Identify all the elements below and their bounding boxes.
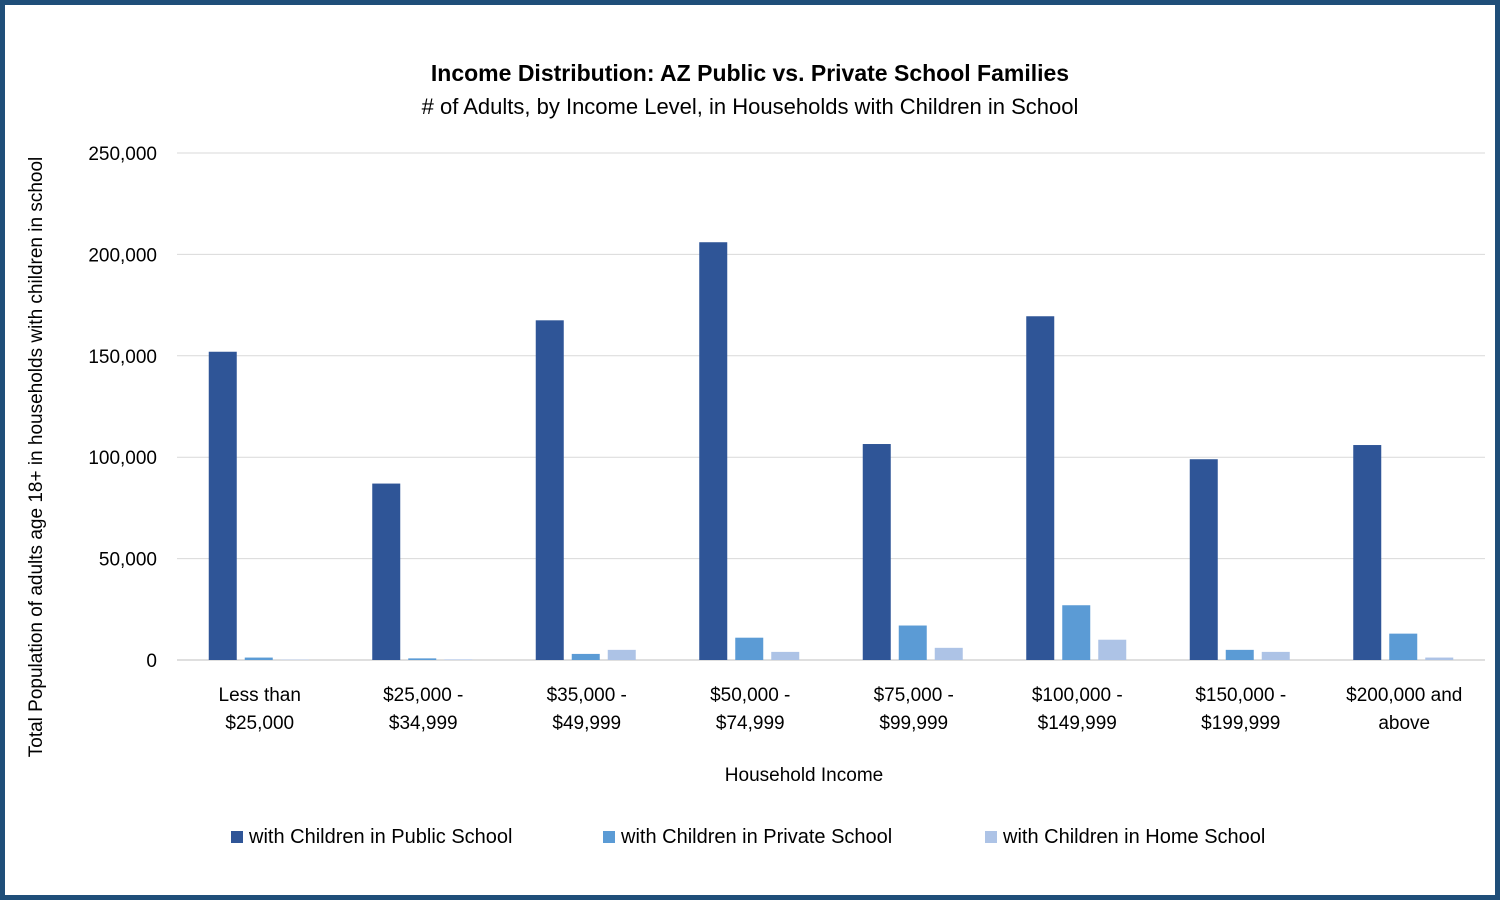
x-tick-label: $150,000 -$199,999 [1195,685,1286,734]
chart-subtitle: # of Adults, by Income Level, in Househo… [422,94,1079,119]
y-tick-label: 100,000 [88,448,157,469]
bar-series-2-cat-7 [1425,657,1454,660]
bar-series-0-cat-2 [535,320,564,660]
x-axis-ticks: Less than $25,000 $25,000 -$34,999 $35,000 … [219,685,1463,734]
bar-series-0-cat-7 [1353,445,1382,660]
bar-chart: Income Distribution: AZ Public vs. Priva… [26,60,1485,848]
legend-label-0: with Children in Public School [248,826,512,848]
y-tick-label: 50,000 [99,550,157,571]
bar-series-0-cat-3 [699,242,728,660]
bar-series-1-cat-2 [571,653,600,660]
legend-label-2: with Children in Home School [1002,826,1265,848]
bar-series-1-cat-7 [1389,633,1418,660]
y-tick-label: 200,000 [88,245,157,266]
x-tick-label: $50,000 -$74,999 [710,685,790,734]
bar-series-0-cat-1 [372,483,401,660]
bar-series-0-cat-4 [862,444,891,660]
bar-series-1-cat-5 [1062,605,1091,660]
x-tick-label: $25,000 -$34,999 [383,685,463,734]
y-axis-ticks: 0 50,000 100,000 150,000 200,000 250,000 [88,144,157,672]
x-tick-label: $100,000 -$149,999 [1032,685,1123,734]
bar-series-2-cat-5 [1098,639,1127,660]
y-tick-label: 0 [146,651,157,672]
x-tick-label: Less than $25,000 [219,685,301,734]
bar-series-2-cat-3 [771,651,800,660]
y-tick-label: 250,000 [88,144,157,165]
legend-swatch-1 [603,831,615,843]
bar-series-0-cat-0 [208,351,237,660]
bar-series-2-cat-4 [934,647,963,660]
bars [208,242,1454,660]
bar-series-1-cat-4 [898,625,927,660]
bar-series-0-cat-5 [1026,316,1055,660]
bar-series-1-cat-0 [244,657,273,660]
bar-series-2-cat-1 [444,659,473,660]
x-tick-label: $35,000 -$49,999 [547,685,627,734]
chart-title: Income Distribution: AZ Public vs. Priva… [431,60,1069,86]
x-tick-label: $75,000 -$99,999 [874,685,954,734]
bar-series-0-cat-6 [1189,459,1218,660]
bar-series-1-cat-6 [1225,649,1254,660]
x-tick-label: $200,000 and above [1346,685,1462,734]
bar-series-1-cat-3 [735,637,764,660]
y-axis-label: Total Population of adults age 18+ in ho… [26,157,47,758]
legend-swatch-0 [231,831,243,843]
bar-series-2-cat-2 [607,649,636,660]
bar-series-1-cat-1 [408,658,437,660]
legend: with Children in Public School with Child… [231,826,1265,848]
x-axis-label: Household Income [725,765,883,786]
y-tick-label: 150,000 [88,347,157,368]
legend-label-1: with Children in Private School [620,826,892,848]
bar-series-2-cat-6 [1261,651,1290,660]
legend-swatch-2 [985,831,997,843]
